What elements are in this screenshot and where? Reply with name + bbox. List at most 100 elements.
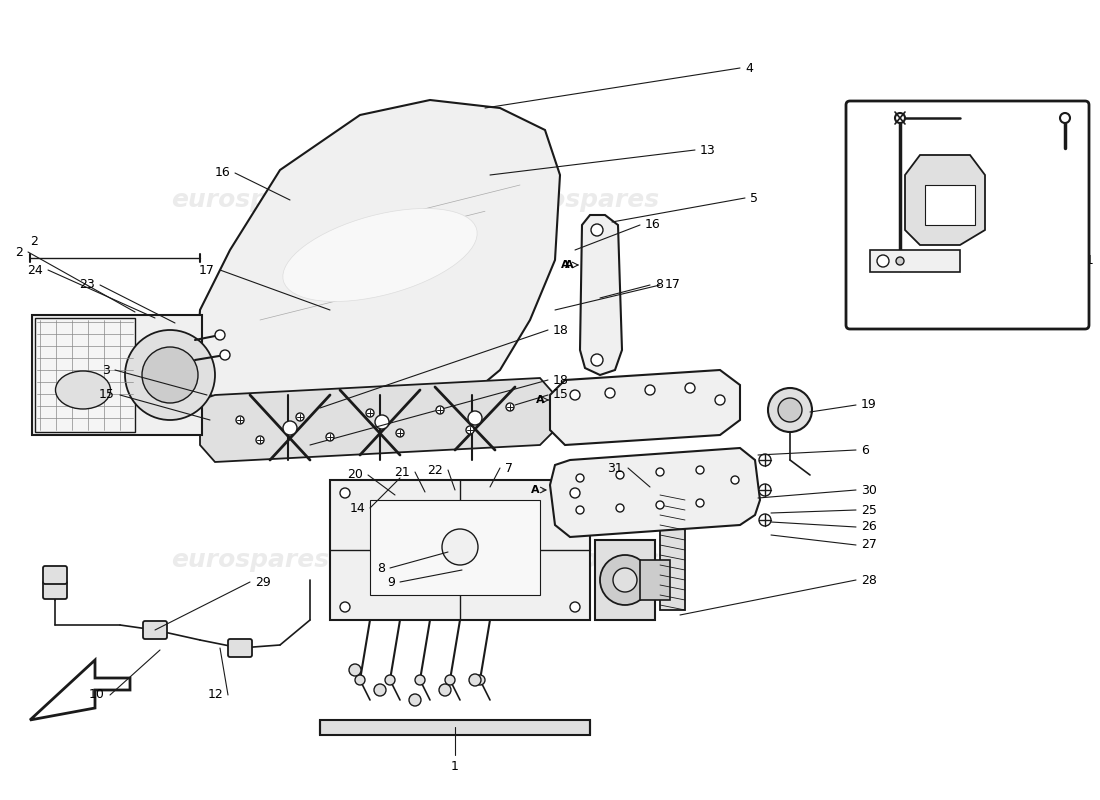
FancyBboxPatch shape xyxy=(143,621,167,639)
Text: 16: 16 xyxy=(645,218,661,231)
Circle shape xyxy=(442,529,478,565)
Circle shape xyxy=(715,395,725,405)
Text: 17: 17 xyxy=(199,263,214,277)
Text: eurospares: eurospares xyxy=(500,548,659,572)
Text: 28: 28 xyxy=(861,574,877,586)
Circle shape xyxy=(236,416,244,424)
Circle shape xyxy=(896,257,904,265)
Text: 2: 2 xyxy=(30,235,37,248)
Circle shape xyxy=(415,675,425,685)
Text: 2: 2 xyxy=(15,246,23,258)
Text: 1: 1 xyxy=(451,760,459,773)
Ellipse shape xyxy=(283,209,477,302)
Text: 16: 16 xyxy=(214,166,230,179)
Circle shape xyxy=(375,415,389,429)
Circle shape xyxy=(570,390,580,400)
Text: 8: 8 xyxy=(1079,109,1087,122)
Polygon shape xyxy=(905,155,984,245)
Bar xyxy=(32,315,202,435)
FancyBboxPatch shape xyxy=(43,566,67,584)
Circle shape xyxy=(616,471,624,479)
FancyBboxPatch shape xyxy=(846,101,1089,329)
Text: 17: 17 xyxy=(666,278,681,291)
Circle shape xyxy=(283,421,297,435)
Circle shape xyxy=(570,602,580,612)
Circle shape xyxy=(576,474,584,482)
Text: 18: 18 xyxy=(553,374,569,386)
Circle shape xyxy=(396,429,404,437)
Circle shape xyxy=(656,468,664,476)
FancyBboxPatch shape xyxy=(228,639,252,657)
Text: OLD SOLUTION: OLD SOLUTION xyxy=(915,316,1020,329)
Circle shape xyxy=(340,602,350,612)
Circle shape xyxy=(656,501,664,509)
Text: 6: 6 xyxy=(861,443,869,457)
Text: 15: 15 xyxy=(553,389,569,402)
Circle shape xyxy=(778,398,802,422)
Circle shape xyxy=(446,675,455,685)
Bar xyxy=(35,318,135,432)
Bar xyxy=(320,720,590,735)
Circle shape xyxy=(895,113,905,123)
Polygon shape xyxy=(550,370,740,445)
Text: A: A xyxy=(909,167,915,177)
Bar xyxy=(925,185,975,225)
Bar xyxy=(640,560,670,600)
Circle shape xyxy=(616,504,624,512)
Circle shape xyxy=(214,330,225,340)
Text: 11: 11 xyxy=(1079,254,1094,266)
Polygon shape xyxy=(580,215,622,375)
Text: 9: 9 xyxy=(1079,135,1087,149)
Text: 30: 30 xyxy=(861,483,877,497)
Circle shape xyxy=(366,409,374,417)
Text: 13: 13 xyxy=(700,143,716,157)
Text: 9: 9 xyxy=(387,575,395,589)
Circle shape xyxy=(591,354,603,366)
Text: 25: 25 xyxy=(861,503,877,517)
Circle shape xyxy=(220,350,230,360)
Circle shape xyxy=(296,413,304,421)
Text: 24: 24 xyxy=(28,263,43,277)
Circle shape xyxy=(613,568,637,592)
Text: A: A xyxy=(531,485,540,495)
Circle shape xyxy=(759,484,771,496)
Circle shape xyxy=(570,488,580,498)
Bar xyxy=(870,250,960,272)
Circle shape xyxy=(605,388,615,398)
Circle shape xyxy=(340,488,350,498)
Circle shape xyxy=(409,694,421,706)
Circle shape xyxy=(685,383,695,393)
Text: 7: 7 xyxy=(505,462,513,474)
Text: 4: 4 xyxy=(745,62,752,74)
Circle shape xyxy=(326,433,334,441)
Text: 3: 3 xyxy=(102,363,110,377)
Bar xyxy=(660,490,685,610)
Text: 31: 31 xyxy=(607,462,623,474)
Text: 8: 8 xyxy=(377,562,385,574)
Circle shape xyxy=(349,664,361,676)
Text: 26: 26 xyxy=(861,521,877,534)
Polygon shape xyxy=(30,660,130,720)
Circle shape xyxy=(256,436,264,444)
Circle shape xyxy=(877,255,889,267)
Text: 6: 6 xyxy=(1079,169,1087,182)
Circle shape xyxy=(506,403,514,411)
Circle shape xyxy=(600,555,650,605)
Ellipse shape xyxy=(55,371,110,409)
Polygon shape xyxy=(200,378,556,462)
Circle shape xyxy=(591,224,603,236)
Text: 15: 15 xyxy=(99,389,116,402)
Text: 23: 23 xyxy=(79,278,95,291)
FancyBboxPatch shape xyxy=(43,581,67,599)
Bar xyxy=(595,540,654,620)
Circle shape xyxy=(759,454,771,466)
Circle shape xyxy=(466,426,474,434)
Circle shape xyxy=(759,514,771,526)
Text: A: A xyxy=(565,260,574,270)
Circle shape xyxy=(374,684,386,696)
Circle shape xyxy=(439,684,451,696)
Text: 10: 10 xyxy=(89,689,104,702)
Text: 14: 14 xyxy=(350,502,365,514)
Circle shape xyxy=(645,385,654,395)
Text: eurospares: eurospares xyxy=(500,188,659,212)
